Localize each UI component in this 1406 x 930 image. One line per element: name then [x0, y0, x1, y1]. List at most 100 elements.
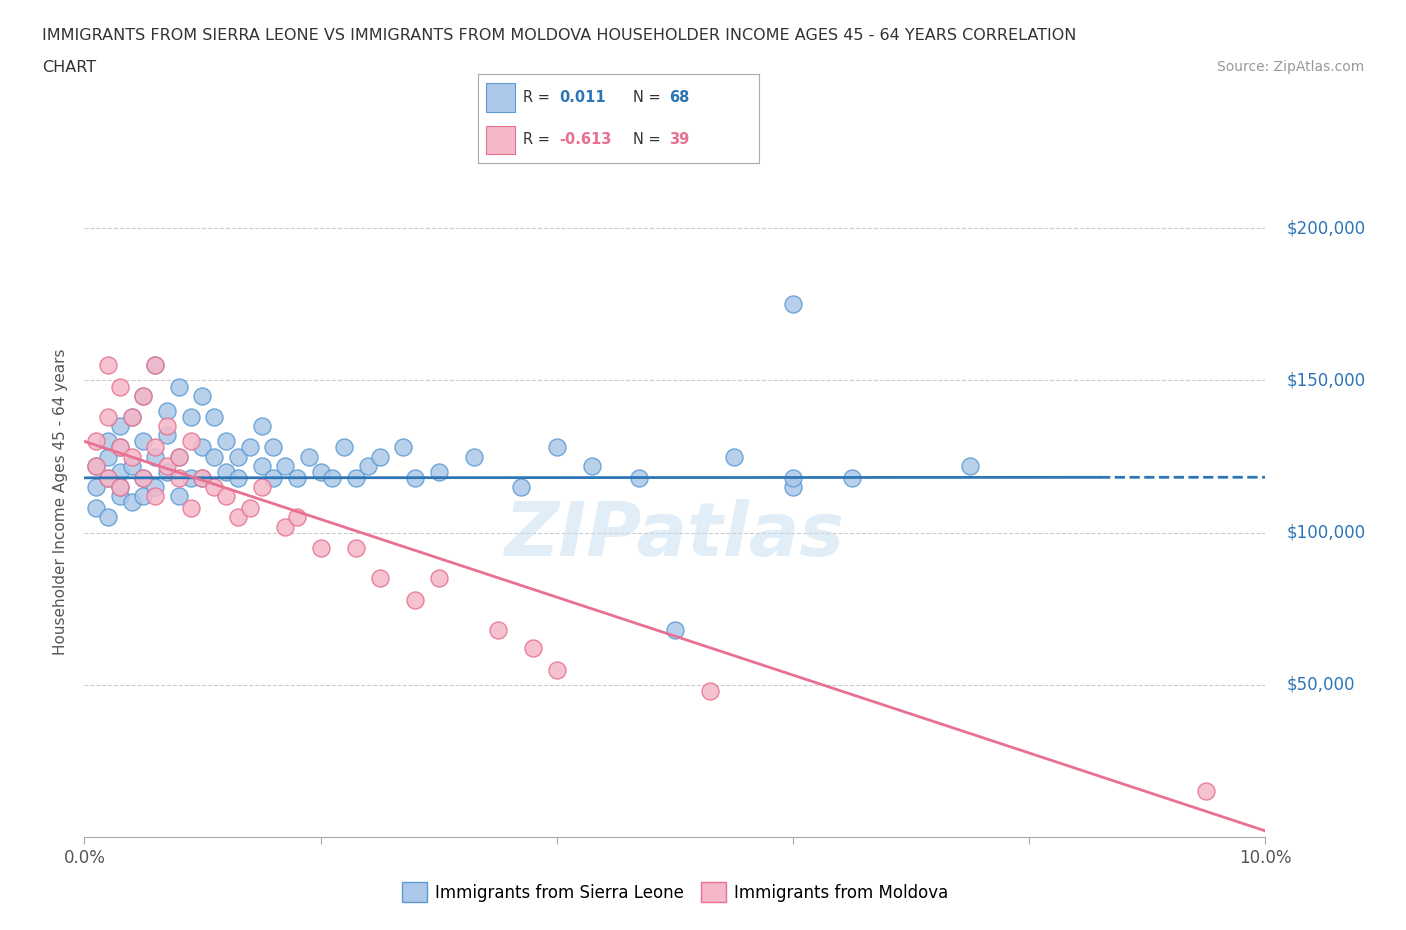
Point: [84, 434, 107, 449]
Point: [156, 418, 179, 433]
Point: [167, 449, 190, 464]
Point: [108, 418, 131, 433]
Point: [191, 440, 214, 455]
Point: [298, 449, 321, 464]
Point: [250, 458, 273, 473]
Point: [202, 480, 225, 495]
Point: [143, 488, 166, 503]
Text: N =: N =: [633, 90, 665, 105]
Point: [132, 488, 155, 503]
Point: [510, 480, 533, 495]
Point: [97, 358, 120, 373]
Text: 39: 39: [669, 132, 689, 147]
Point: [97, 449, 120, 464]
Point: [782, 297, 804, 312]
Point: [959, 458, 981, 473]
Point: [546, 440, 568, 455]
Point: [191, 471, 214, 485]
Bar: [486, 126, 515, 154]
Point: [97, 409, 120, 424]
Point: [121, 409, 143, 424]
Point: [463, 449, 485, 464]
Text: 68: 68: [669, 90, 689, 105]
Text: ZIPatlas: ZIPatlas: [505, 499, 845, 572]
Point: [108, 440, 131, 455]
Point: [121, 449, 143, 464]
Point: [143, 449, 166, 464]
Point: [97, 434, 120, 449]
Point: [143, 358, 166, 373]
Point: [108, 464, 131, 479]
Point: [262, 440, 284, 455]
Point: [156, 458, 179, 473]
Point: [143, 480, 166, 495]
Point: [309, 540, 332, 555]
Point: [344, 540, 367, 555]
Point: [546, 662, 568, 677]
Point: [132, 388, 155, 403]
Point: [782, 471, 804, 485]
Point: [156, 464, 179, 479]
Text: R =: R =: [523, 132, 554, 147]
Point: [180, 409, 202, 424]
Point: [132, 471, 155, 485]
Point: [274, 458, 297, 473]
Point: [368, 571, 391, 586]
Point: [132, 434, 155, 449]
Point: [581, 458, 603, 473]
Point: [167, 471, 190, 485]
Text: $100,000: $100,000: [1286, 524, 1365, 541]
Point: [215, 434, 238, 449]
Point: [250, 480, 273, 495]
Point: [226, 449, 249, 464]
Text: N =: N =: [633, 132, 665, 147]
Point: [333, 440, 356, 455]
Point: [262, 471, 284, 485]
Point: [202, 449, 225, 464]
Point: [132, 471, 155, 485]
Point: [121, 458, 143, 473]
Point: [285, 510, 308, 525]
Point: [97, 471, 120, 485]
Point: [215, 464, 238, 479]
Text: R =: R =: [523, 90, 554, 105]
Point: [239, 501, 262, 516]
Point: [486, 622, 509, 637]
Point: [108, 480, 131, 495]
Point: [321, 471, 343, 485]
Point: [309, 464, 332, 479]
Point: [782, 480, 804, 495]
Text: $50,000: $50,000: [1286, 676, 1355, 694]
Point: [699, 684, 721, 698]
Point: [357, 458, 380, 473]
Point: [143, 440, 166, 455]
Point: [143, 358, 166, 373]
Point: [108, 440, 131, 455]
Point: [404, 592, 426, 607]
Point: [522, 641, 544, 656]
Point: [84, 501, 107, 516]
Point: [97, 471, 120, 485]
Point: [427, 571, 450, 586]
Point: [121, 409, 143, 424]
Legend: Immigrants from Sierra Leone, Immigrants from Moldova: Immigrants from Sierra Leone, Immigrants…: [395, 875, 955, 909]
Point: [344, 471, 367, 485]
Text: 0.011: 0.011: [560, 90, 606, 105]
Point: [239, 440, 262, 455]
Point: [108, 480, 131, 495]
Y-axis label: Householder Income Ages 45 - 64 years: Householder Income Ages 45 - 64 years: [53, 349, 69, 656]
Text: $150,000: $150,000: [1286, 371, 1365, 390]
Point: [84, 480, 107, 495]
Point: [108, 488, 131, 503]
Point: [167, 449, 190, 464]
Point: [132, 388, 155, 403]
Point: [202, 409, 225, 424]
Point: [368, 449, 391, 464]
Point: [97, 510, 120, 525]
Point: [167, 379, 190, 394]
Point: [723, 449, 745, 464]
Point: [156, 404, 179, 418]
Point: [84, 458, 107, 473]
Point: [84, 458, 107, 473]
Point: [664, 622, 686, 637]
